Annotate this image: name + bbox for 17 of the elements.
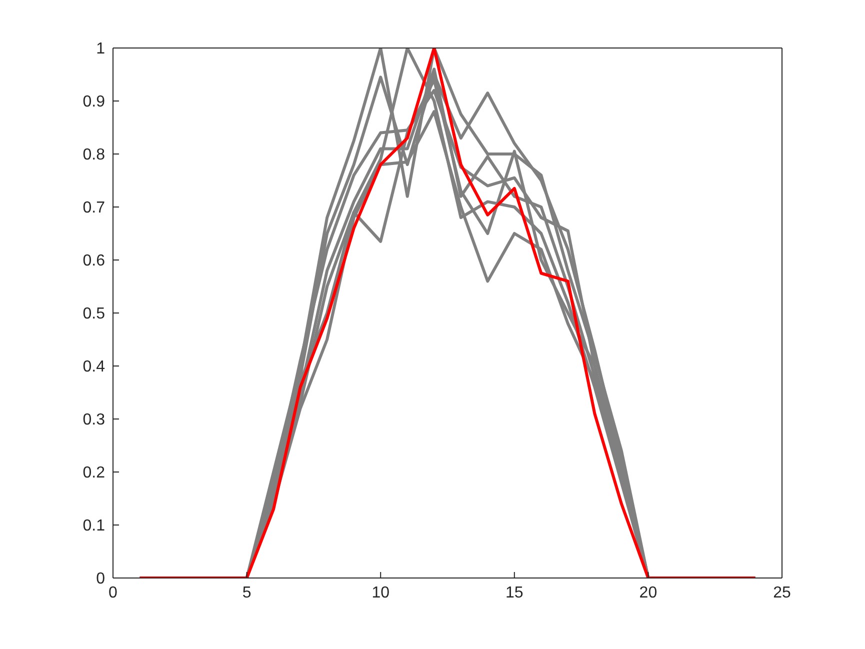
- x-tick-label: 25: [773, 584, 791, 602]
- y-tick-label: 0.6: [82, 252, 106, 270]
- y-tick-label: 0.1: [82, 518, 106, 535]
- y-tick-label: 0: [96, 570, 106, 588]
- y-tick-label: 0.2: [82, 464, 106, 482]
- y-tick-label: 0.7: [82, 200, 106, 217]
- y-tick-label: 0.9: [82, 94, 106, 111]
- x-tick-label: 0: [108, 584, 118, 602]
- x-tick-label: 5: [242, 584, 252, 602]
- x-tick-label: 10: [372, 584, 390, 602]
- y-tick-label: 0.4: [82, 358, 106, 376]
- y-tick-label: 0.5: [82, 306, 106, 323]
- y-tick-label: 0.8: [82, 146, 106, 164]
- y-tick-label: 1: [96, 40, 106, 58]
- y-tick-label: 0.3: [82, 412, 106, 429]
- x-tick-label: 20: [639, 584, 658, 602]
- x-tick-label: 15: [506, 584, 524, 602]
